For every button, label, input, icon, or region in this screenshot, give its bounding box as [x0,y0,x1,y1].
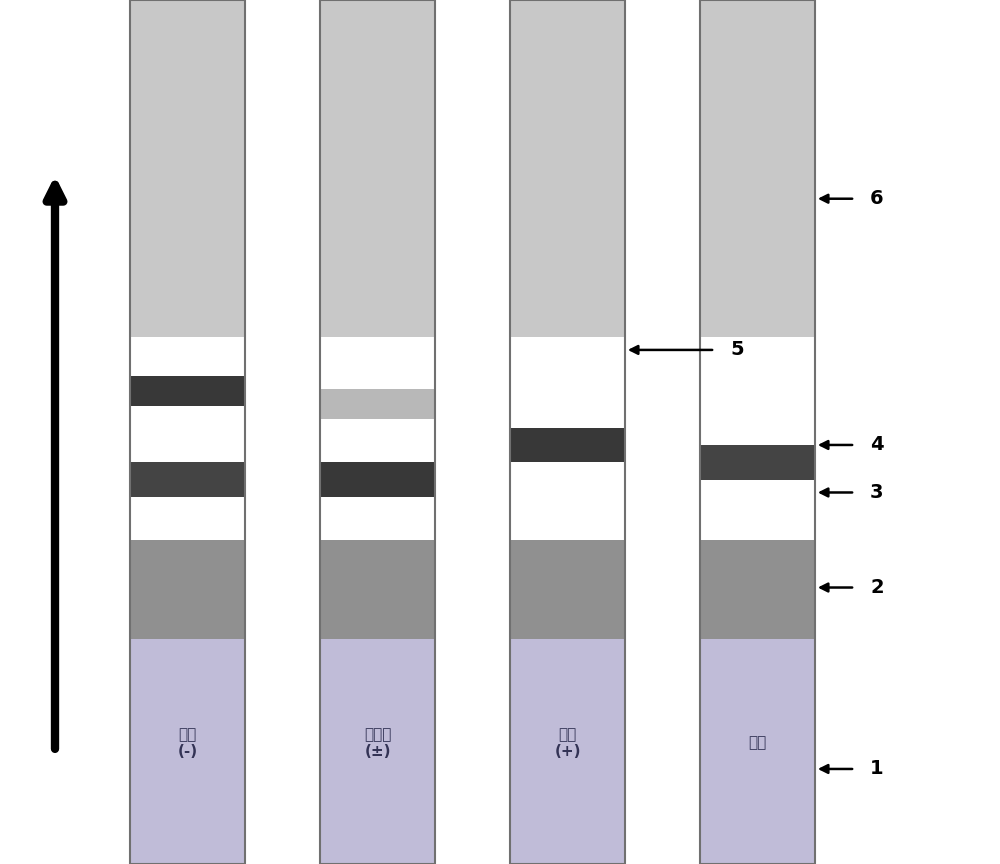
Bar [130,376,245,406]
Text: 阳性
(+): 阳性 (+) [554,727,581,759]
Bar [320,389,435,419]
Text: 1: 1 [870,759,884,778]
Text: 4: 4 [870,435,884,454]
Bar [130,462,245,497]
Bar [130,497,245,540]
Bar [320,497,435,540]
Bar [130,0,245,864]
Bar [130,0,245,337]
Bar [130,337,245,376]
Text: 3: 3 [870,483,884,502]
Bar [510,639,625,864]
Bar [320,0,435,337]
Text: 弱阳性
(±): 弱阳性 (±) [364,727,391,759]
Text: 6: 6 [870,189,884,208]
Bar [510,0,625,864]
Bar [320,540,435,639]
Bar [510,462,625,540]
Bar [510,428,625,462]
Bar [700,337,815,445]
Bar [700,445,815,480]
Bar [320,0,435,864]
Bar [700,639,815,864]
Bar [700,0,815,864]
Bar [130,406,245,462]
Bar [700,0,815,337]
Bar [510,0,625,337]
Bar [700,480,815,540]
Text: 阴性
(-): 阴性 (-) [177,727,198,759]
Bar [510,337,625,428]
Bar [320,462,435,497]
Bar [510,540,625,639]
Bar [320,639,435,864]
Bar [130,639,245,864]
Text: 2: 2 [870,578,884,597]
Bar [320,419,435,462]
Text: 无效: 无效 [748,735,767,751]
Bar [130,540,245,639]
Bar [700,540,815,639]
Text: 5: 5 [730,340,744,359]
Bar [320,337,435,389]
